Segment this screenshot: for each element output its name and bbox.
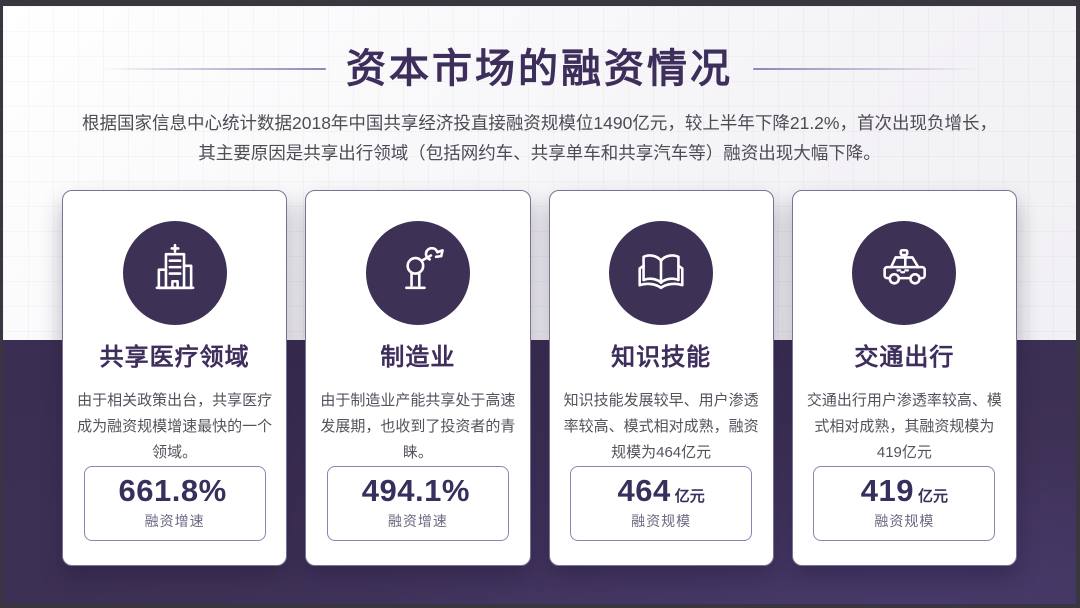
slide: 资本市场的融资情况 根据国家信息中心统计数据2018年中国共享经济投直接融资规模… — [3, 6, 1076, 604]
card-title: 知识技能 — [611, 344, 712, 371]
stat-label: 融资增速 — [144, 512, 205, 529]
open-book-icon — [630, 240, 692, 307]
stat-unit: 亿元 — [674, 488, 705, 505]
header: 资本市场的融资情况 — [3, 46, 1076, 92]
card-description: 交通出行用户渗透率较高、模式相对成熟，其融资规模为419亿元 — [806, 392, 1002, 461]
stat-label: 融资增速 — [387, 512, 448, 529]
hospital-icon — [144, 240, 206, 307]
card-description: 由于相关政策出台，共享医疗成为融资规模增速最快的一个领域。 — [77, 392, 273, 461]
stat-box: 661.8% 融资增速 — [83, 466, 266, 541]
title-divider-right — [753, 68, 981, 70]
stat-value-row: 494.1% — [361, 473, 474, 508]
taxi-icon — [873, 240, 935, 307]
icon-circle — [609, 221, 714, 325]
page-title: 资本市场的融资情况 — [346, 47, 733, 91]
stat-value-row: 419 亿元 — [860, 473, 948, 508]
stat-box: 494.1% 融资增速 — [326, 466, 509, 541]
card-description: 知识技能发展较早、用户渗透率较高、模式相对成熟，融资规模为464亿元 — [563, 392, 759, 461]
stat-value: 464 — [617, 473, 671, 508]
title-divider-left — [98, 68, 326, 70]
card-shared-medical: 共享医疗领域 由于相关政策出台，共享医疗成为融资规模增速最快的一个领域。 661… — [62, 190, 288, 566]
stat-box: 464 亿元 融资规模 — [570, 466, 753, 541]
stat-value-row: 661.8% — [118, 473, 231, 508]
card-description: 由于制造业产能共享处于高速发展期，也收到了投资者的青睐。 — [320, 392, 516, 461]
cards-row: 共享医疗领域 由于相关政策出台，共享医疗成为融资规模增速最快的一个领域。 661… — [62, 190, 1017, 566]
stat-label: 融资规模 — [631, 512, 692, 529]
icon-circle — [852, 221, 957, 325]
stat-value-row: 464 亿元 — [617, 473, 705, 508]
card-knowledge-skills: 知识技能 知识技能发展较早、用户渗透率较高、模式相对成熟，融资规模为464亿元 … — [548, 190, 774, 566]
stat-label: 融资规模 — [874, 512, 935, 529]
card-title: 制造业 — [380, 344, 456, 371]
stat-value: 661.8% — [118, 473, 227, 508]
card-title: 共享医疗领域 — [99, 344, 250, 371]
card-manufacturing: 制造业 由于制造业产能共享处于高速发展期，也收到了投资者的青睐。 494.1% … — [305, 190, 531, 566]
icon-circle — [365, 221, 470, 325]
intro-paragraph: 根据国家信息中心统计数据2018年中国共享经济投直接融资规模位1490亿元，较上… — [82, 113, 997, 163]
card-transportation: 交通出行 交通出行用户渗透率较高、模式相对成熟，其融资规模为419亿元 419 … — [791, 190, 1017, 566]
robot-arm-icon — [387, 240, 449, 307]
stat-value: 494.1% — [361, 473, 470, 508]
icon-circle — [122, 221, 227, 325]
stat-unit: 亿元 — [917, 488, 948, 505]
stat-box: 419 亿元 融资规模 — [813, 466, 996, 541]
card-title: 交通出行 — [854, 344, 955, 371]
stat-value: 419 — [860, 473, 914, 508]
